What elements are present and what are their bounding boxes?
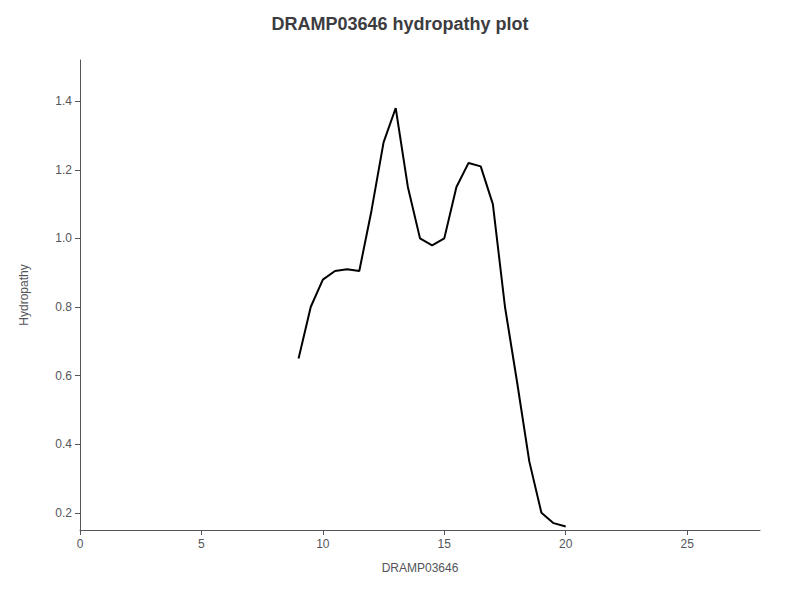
svg-text:0.4: 0.4 bbox=[55, 437, 72, 451]
svg-text:10: 10 bbox=[316, 537, 330, 551]
svg-text:20: 20 bbox=[559, 537, 573, 551]
svg-text:Hydropathy: Hydropathy bbox=[17, 264, 31, 325]
svg-text:15: 15 bbox=[438, 537, 452, 551]
svg-text:0: 0 bbox=[77, 537, 84, 551]
svg-text:DRAMP03646: DRAMP03646 bbox=[382, 561, 459, 575]
svg-text:25: 25 bbox=[680, 537, 694, 551]
svg-text:DRAMP03646 hydropathy plot: DRAMP03646 hydropathy plot bbox=[271, 14, 528, 34]
svg-text:1.2: 1.2 bbox=[55, 163, 72, 177]
svg-text:0.8: 0.8 bbox=[55, 300, 72, 314]
svg-text:1.0: 1.0 bbox=[55, 231, 72, 245]
svg-text:0.2: 0.2 bbox=[55, 506, 72, 520]
svg-text:0.6: 0.6 bbox=[55, 369, 72, 383]
svg-text:1.4: 1.4 bbox=[55, 94, 72, 108]
svg-text:5: 5 bbox=[198, 537, 205, 551]
